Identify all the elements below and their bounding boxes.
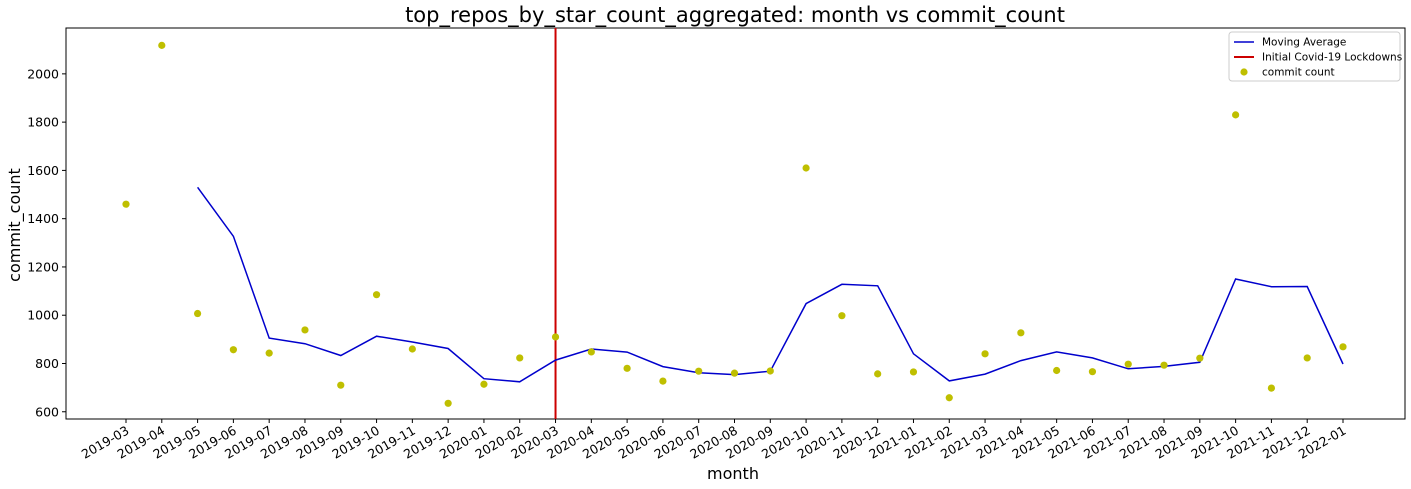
commit-count-point (981, 350, 989, 358)
commit-count-point (229, 346, 237, 354)
commit-count-point (874, 370, 882, 378)
commit-count-point (945, 394, 953, 402)
commit-count-point (301, 326, 309, 334)
commit-count-point (802, 164, 810, 172)
commit-count-point (730, 369, 739, 377)
commit-count-point (1303, 354, 1311, 362)
commit-count-point (444, 399, 452, 407)
commit-count-point (909, 368, 918, 376)
chart-title: top_repos_by_star_count_aggregated: mont… (405, 3, 1065, 28)
y-axis: 600 800 1000 1200 1400 1600 1800 2000 (27, 66, 66, 419)
commit-count-point (408, 345, 416, 353)
y-tick-label: 1000 (27, 308, 59, 323)
commit-count-point (1053, 366, 1061, 375)
y-axis-label: commit_count (5, 168, 25, 282)
commit-count-point (587, 348, 595, 356)
y-tick-label: 600 (35, 404, 59, 419)
commit-count-point (372, 291, 381, 299)
commit-count-point (623, 364, 631, 372)
legend-box (1228, 31, 1401, 82)
commit-count-point (1088, 368, 1097, 376)
commit-count-point (1232, 111, 1240, 119)
legend: Moving Average Initial Covid-19 Lockdowns… (1228, 31, 1402, 82)
line-series (196, 186, 1344, 383)
y-tick-label: 1400 (27, 211, 59, 226)
commit-count-point (122, 200, 130, 208)
commit-count-point (1267, 384, 1276, 392)
commit-count-point (1160, 361, 1168, 369)
legend-label: Initial Covid-19 Lockdowns (1262, 52, 1402, 64)
commit-count-point (551, 333, 560, 341)
commit-count-point (158, 41, 166, 49)
legend-label: Moving Average (1262, 37, 1346, 49)
y-tick-label: 1600 (27, 163, 59, 178)
plot-area-frame (65, 27, 1406, 420)
commit-count-point (766, 367, 774, 375)
commit-count-point (1196, 354, 1204, 362)
commit-count-point (1124, 360, 1132, 368)
scatter-series (122, 41, 1347, 407)
commit-count-point (193, 309, 202, 318)
y-tick-label: 2000 (27, 66, 59, 81)
commit-count-point (1339, 343, 1347, 351)
commit-count-point (695, 367, 703, 375)
y-tick-label: 1800 (27, 115, 59, 130)
y-tick-label: 800 (35, 356, 59, 371)
moving-average-line (196, 186, 1344, 383)
x-axis: 2019-032019-042019-052019-062019-072019-… (79, 419, 1349, 462)
commit-count-point (265, 349, 273, 357)
y-tick-label: 1200 (27, 259, 59, 274)
commit-count-point (659, 377, 667, 385)
x-axis-label: month (707, 464, 759, 483)
commit-count-point (480, 380, 488, 388)
commit-count-point (838, 312, 846, 320)
commit-count-point (337, 381, 345, 389)
commit-count-point (516, 354, 524, 362)
legend-label: commit count (1262, 67, 1335, 79)
commit-count-point (1017, 329, 1025, 337)
legend-marker (1240, 68, 1248, 76)
